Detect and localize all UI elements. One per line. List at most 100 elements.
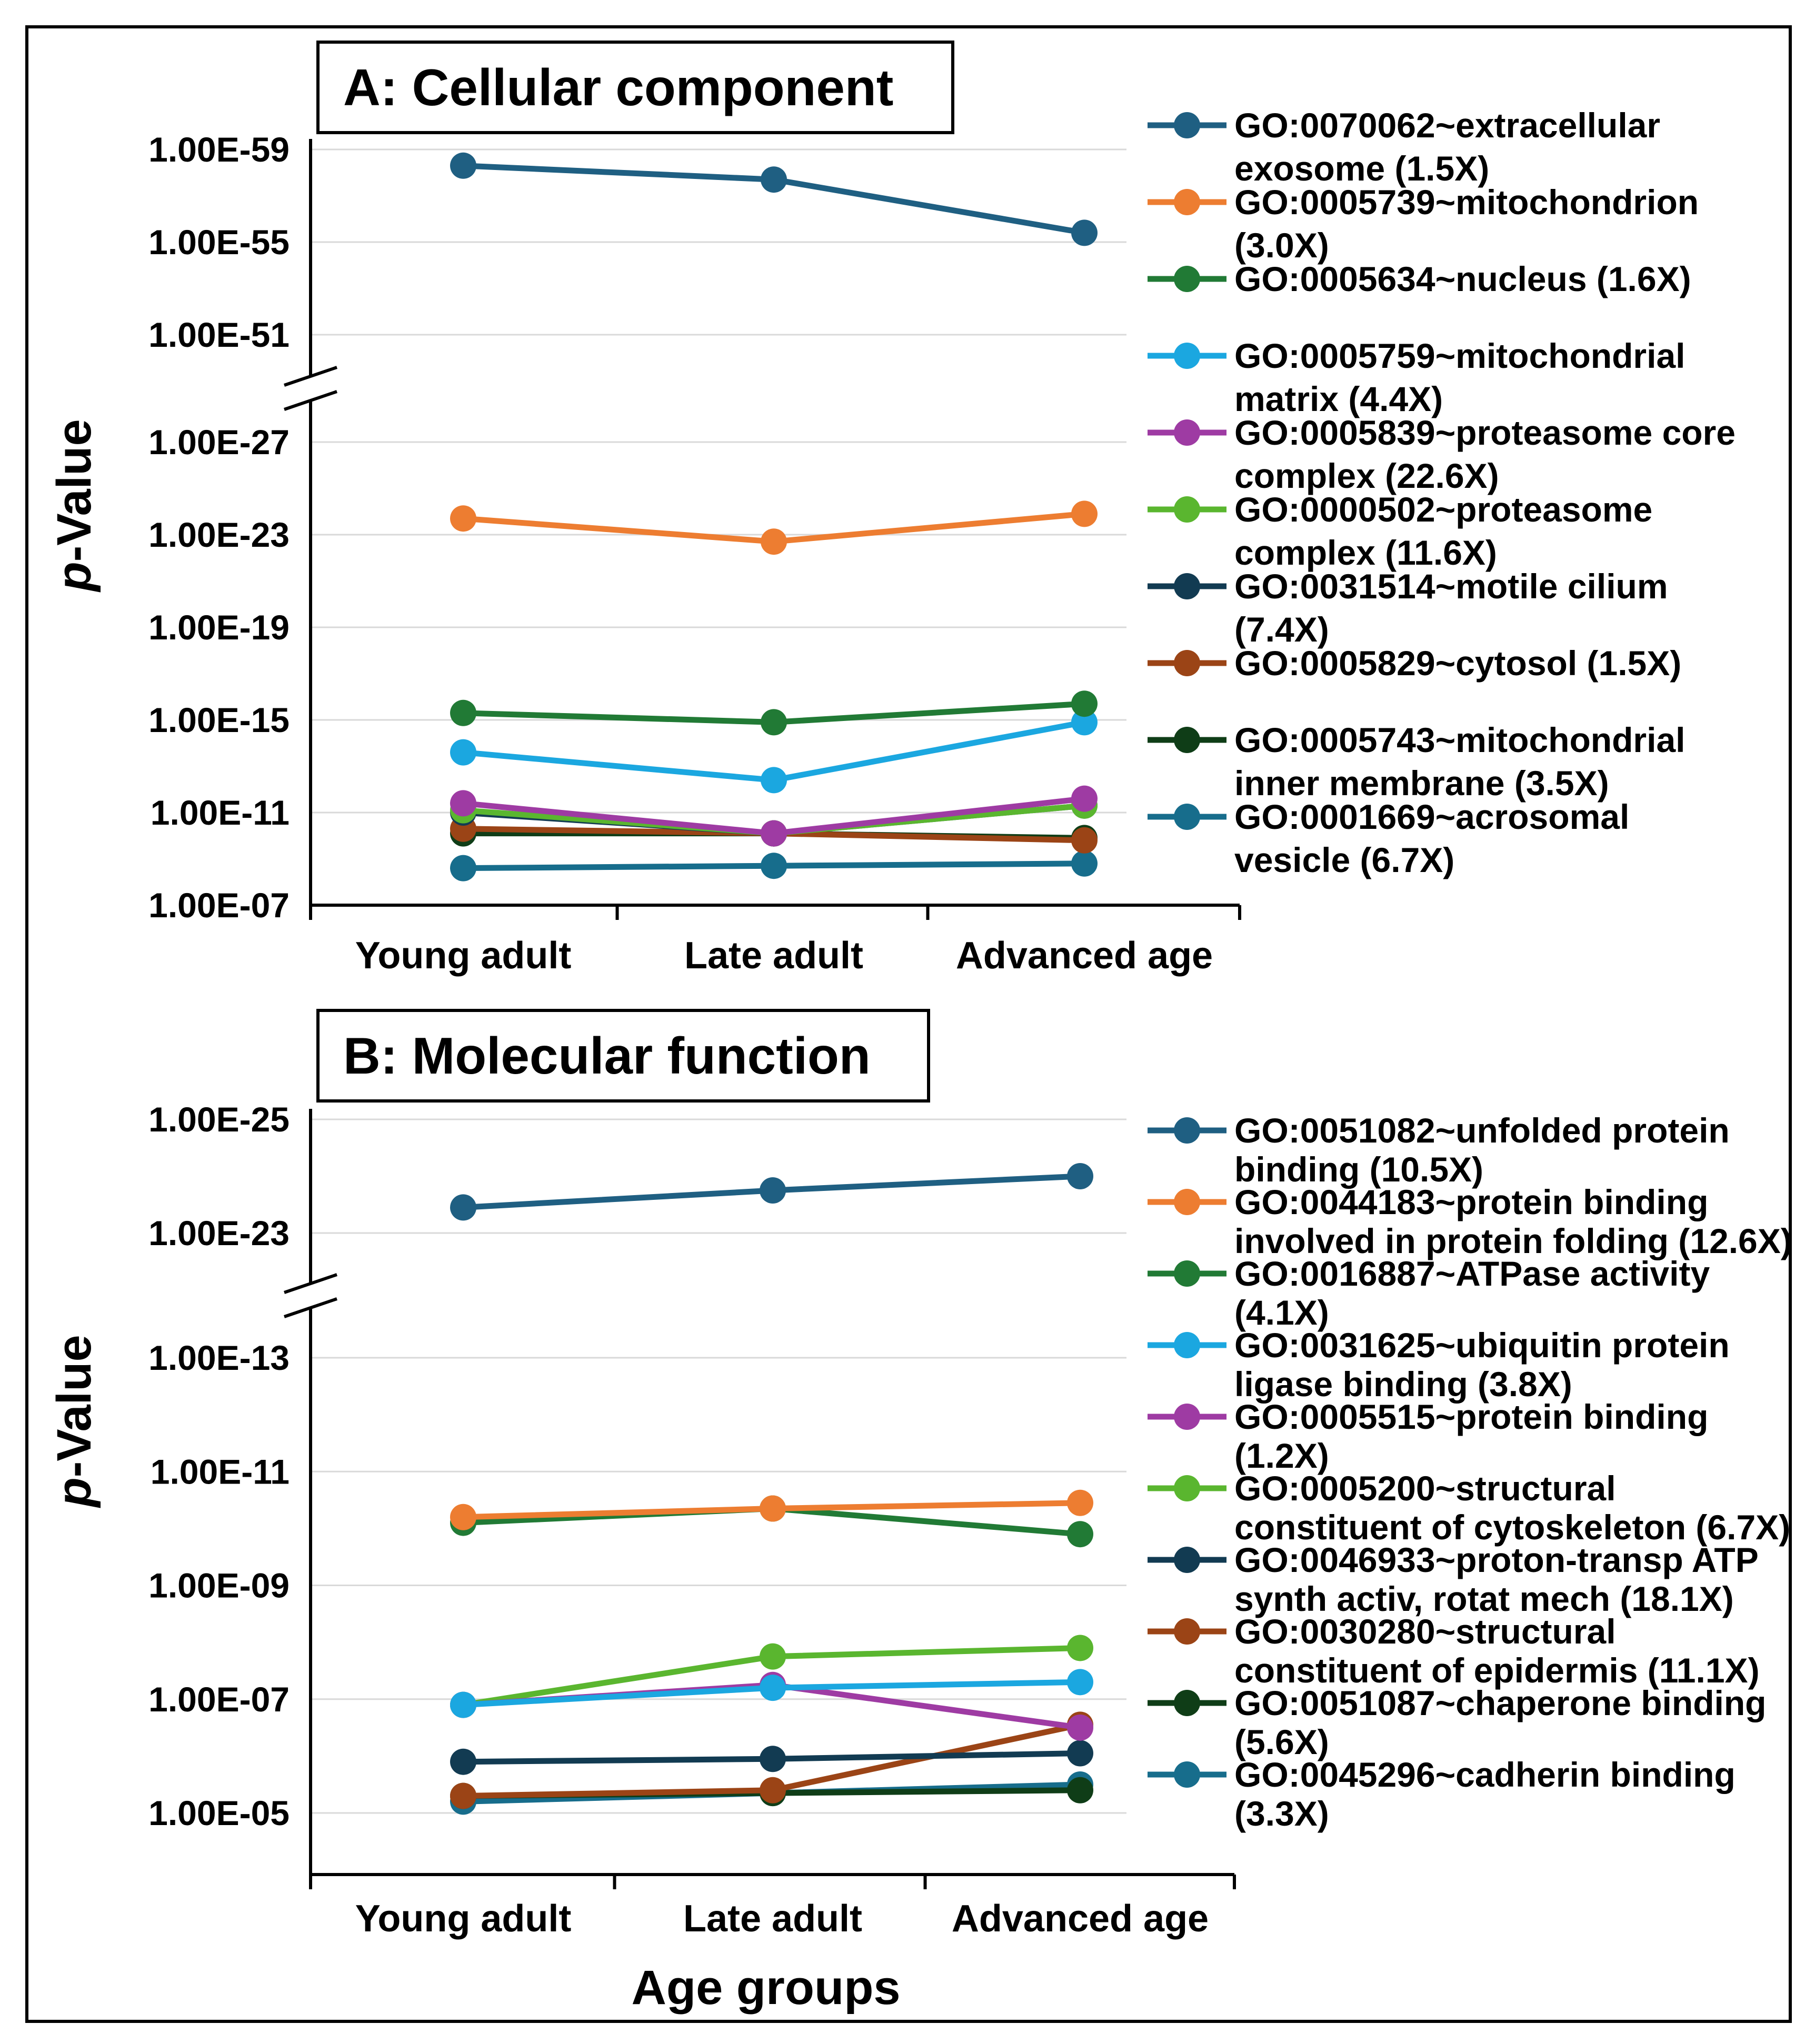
panel-b-legend-label: GO:0031625~ubiquitin protein bbox=[1234, 1326, 1730, 1365]
panel-b-ylabel-rest: -Value bbox=[47, 1335, 101, 1477]
panel-a-legend-label: GO:0005739~mitochondrion bbox=[1234, 183, 1699, 222]
panel-a-category-label: Young adult bbox=[355, 935, 572, 977]
panel-a-category-label: Advanced age bbox=[956, 935, 1213, 977]
panel-b-data-point bbox=[1067, 1669, 1093, 1696]
panel-b-data-point bbox=[760, 1777, 786, 1803]
panel-a-legend-marker bbox=[1174, 343, 1200, 369]
panel-a-legend-marker bbox=[1174, 804, 1200, 830]
panel-a-legend-label: GO:0005829~cytosol (1.5X) bbox=[1234, 644, 1681, 683]
panel-b-legend-label: GO:0051087~chaperone binding bbox=[1234, 1684, 1767, 1722]
panel-b-data-point bbox=[450, 1194, 476, 1221]
panel-b-data-point bbox=[760, 1495, 786, 1522]
panel-b-legend-label: GO:0016887~ATPase activity bbox=[1234, 1254, 1710, 1293]
panel-a-legend-marker bbox=[1174, 419, 1200, 446]
panel-b-y-tick-label: 1.00E-05 bbox=[148, 1793, 290, 1832]
panel-b-data-point bbox=[450, 1504, 476, 1530]
panel-a-data-point bbox=[761, 853, 787, 879]
panel-b-data-point bbox=[760, 1643, 786, 1670]
panel-a-title: A: Cellular component bbox=[343, 58, 893, 116]
panel-b-y-tick-label: 1.00E-07 bbox=[148, 1680, 290, 1719]
panel-b-legend-label: GO:0005200~structural bbox=[1234, 1469, 1616, 1508]
panel-a-legend-marker bbox=[1174, 650, 1200, 676]
panel-a-legend-label: GO:0001669~acrosomal bbox=[1234, 797, 1629, 836]
panel-a-legend-label: GO:0005743~mitochondrial bbox=[1234, 720, 1686, 759]
panel-b-y-tick-label: 1.00E-23 bbox=[148, 1214, 290, 1253]
panel-b-ylabel: p-Value bbox=[47, 1335, 101, 1508]
panel-b-data-point bbox=[1067, 1521, 1093, 1548]
panel-a-legend-marker bbox=[1174, 112, 1200, 138]
panel-a-legend-label: GO:0031514~motile cilium bbox=[1234, 567, 1668, 606]
panel-b-data-point bbox=[760, 1675, 786, 1701]
panel-a-data-point bbox=[761, 767, 787, 794]
panel-b-ylabel-p: p bbox=[47, 1477, 101, 1508]
panel-b-category-label: Late adult bbox=[683, 1898, 862, 1940]
panel-a-data-point bbox=[1071, 690, 1098, 717]
panel-a-data-point bbox=[761, 166, 787, 193]
panel-b-legend-label: synth activ, rotat mech (18.1X) bbox=[1234, 1579, 1734, 1618]
panel-b-data-point bbox=[1067, 1163, 1093, 1189]
panel-b-legend-label: (1.2X) bbox=[1234, 1436, 1329, 1475]
panel-b-legend-marker bbox=[1174, 1189, 1200, 1215]
panel-a-data-point bbox=[761, 820, 787, 847]
panel-a-y-tick-label: 1.00E-07 bbox=[148, 886, 290, 925]
panel-b-axis-break-mark bbox=[284, 1273, 337, 1294]
panel-b-legend-label: GO:0005515~protein binding bbox=[1234, 1397, 1708, 1436]
panel-b-legend-label: involved in protein folding (12.6X) bbox=[1234, 1221, 1792, 1260]
panel-a-data-point bbox=[1071, 500, 1098, 527]
panel-a-data-point bbox=[450, 152, 476, 179]
panel-a-data-point bbox=[450, 739, 476, 766]
panel-b-legend-marker bbox=[1174, 1404, 1200, 1430]
panel-a-legend-marker bbox=[1174, 573, 1200, 599]
panel-a-legend-marker bbox=[1174, 189, 1200, 215]
panel-a-legend-marker bbox=[1174, 496, 1200, 523]
panel-a-legend-label: GO:0070062~extracellular bbox=[1234, 106, 1660, 145]
panel-b-data-point bbox=[1067, 1777, 1093, 1803]
panel-b-legend-label: GO:0044183~protein binding bbox=[1234, 1183, 1708, 1221]
panel-a-data-point bbox=[1071, 850, 1098, 877]
panel-a-legend-label: exosome (1.5X) bbox=[1234, 149, 1489, 188]
panel-a-legend-marker bbox=[1174, 266, 1200, 292]
panel-b-title-box bbox=[316, 1009, 930, 1103]
panel-b-data-point bbox=[760, 1746, 786, 1772]
panel-a-y-tick-label: 1.00E-59 bbox=[148, 130, 290, 169]
panel-a-legend-label: (7.4X) bbox=[1234, 610, 1329, 649]
panel-a-legend-label: matrix (4.4X) bbox=[1234, 379, 1443, 418]
panel-a-data-point bbox=[1071, 709, 1098, 736]
panel-a-title-box bbox=[316, 41, 954, 134]
panel-a-legend-label: vesicle (6.7X) bbox=[1234, 840, 1454, 879]
panel-a-y-tick-label: 1.00E-55 bbox=[148, 223, 290, 262]
panel-a-y-tick-label: 1.00E-19 bbox=[148, 608, 290, 647]
panel-b-legend-marker bbox=[1174, 1332, 1200, 1358]
panel-a-data-point bbox=[450, 790, 476, 817]
panel-b-legend-label: GO:0051082~unfolded protein bbox=[1234, 1111, 1730, 1150]
panel-b-data-point bbox=[1067, 1489, 1093, 1516]
panel-b-legend-marker bbox=[1174, 1117, 1200, 1144]
panel-b-legend-label: GO:0046933~proton-transp ATP bbox=[1234, 1540, 1759, 1579]
panel-b-legend-marker bbox=[1174, 1618, 1200, 1645]
panel-a-legend-label: complex (11.6X) bbox=[1234, 533, 1497, 572]
x-axis-title: Age groups bbox=[631, 1961, 900, 2015]
panel-a-legend-label: GO:0005634~nucleus (1.6X) bbox=[1234, 259, 1691, 298]
panel-b-y-tick-label: 1.00E-13 bbox=[148, 1338, 290, 1377]
panel-a-data-point bbox=[450, 505, 476, 532]
panel-a-ylabel-rest: -Value bbox=[47, 419, 101, 562]
panel-a-y-tick-label: 1.00E-23 bbox=[148, 515, 290, 554]
panel-a-plot: 1.00E-07 1.00E-11 1.00E-15 1.00E-19 1.00E-23… bbox=[148, 106, 1736, 977]
panel-a-legend-label: GO:0000502~proteasome bbox=[1234, 490, 1652, 529]
panel-b-y-tick-label: 1.00E-09 bbox=[148, 1566, 290, 1605]
panel-a-ylabel: p-Value bbox=[47, 419, 101, 593]
panel-b-legend-label: binding (10.5X) bbox=[1234, 1150, 1483, 1189]
panel-b-legend-marker bbox=[1174, 1547, 1200, 1573]
panel-b-legend-marker bbox=[1174, 1690, 1200, 1716]
panel-b-legend-label: (5.6X) bbox=[1234, 1722, 1329, 1761]
panel-a-y-tick-label: 1.00E-11 bbox=[151, 793, 290, 832]
panel-b-legend-label: constituent of cytoskeleton (6.7X) bbox=[1234, 1508, 1790, 1547]
panel-a-data-point bbox=[1071, 785, 1098, 812]
panel-b-legend-label: (3.3X) bbox=[1234, 1794, 1329, 1833]
panel-b-data-point bbox=[1067, 1740, 1093, 1767]
panel-a-y-tick-label: 1.00E-27 bbox=[148, 423, 290, 462]
panel-a-data-point bbox=[450, 699, 476, 726]
panel-b-legend-marker bbox=[1174, 1475, 1200, 1501]
panel-b-legend-label: (4.1X) bbox=[1234, 1293, 1329, 1332]
